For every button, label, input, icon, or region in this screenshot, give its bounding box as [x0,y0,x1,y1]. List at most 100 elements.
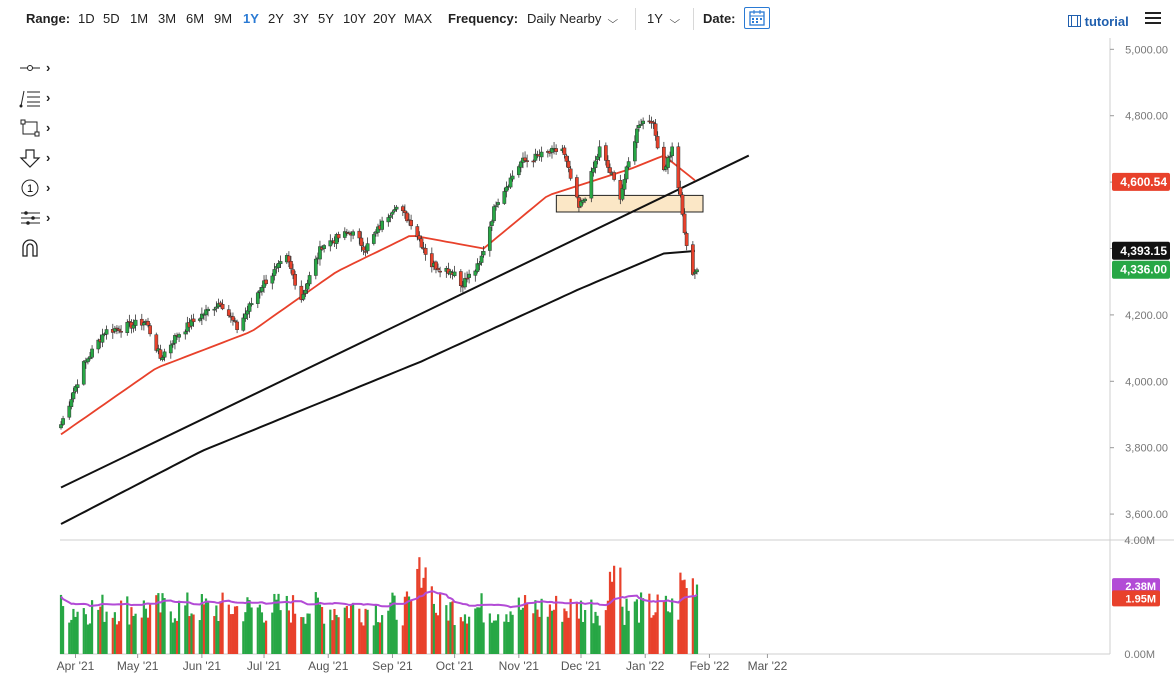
candle-body [270,275,275,284]
volume-bar [161,593,164,654]
volume-bar [434,612,438,654]
candle-body [131,324,136,329]
volume-bar [391,592,394,654]
range-button-20y[interactable]: 20Y [373,11,397,26]
date-picker-button[interactable] [744,7,770,29]
candle-body [693,271,697,274]
fib-tool[interactable]: › [14,86,58,116]
candle-body [104,329,109,335]
price-label-badge [1112,172,1170,191]
candle-body [496,202,500,205]
candle-body [276,263,281,268]
frequency-label: Frequency: [448,11,519,26]
range-button-2y[interactable]: 2Y [268,11,284,26]
candle-body [247,303,252,312]
volume-bar [596,615,599,654]
candle-body [278,261,283,264]
volume-bar [403,596,406,654]
range-button-max[interactable]: MAX [404,11,433,26]
trend-line[interactable] [60,154,750,489]
candle-body [390,211,395,215]
candle-body [579,201,583,207]
tutorial-link[interactable]: tutorial [1068,14,1129,29]
candle-body [481,251,486,256]
time-tick-label: Oct '21 [436,659,474,673]
candle-body [96,339,101,350]
range-button-10y[interactable]: 10Y [343,11,367,26]
rectangle-tool[interactable]: › [14,116,58,146]
range-button-1y[interactable]: 1Y [243,11,259,26]
frequency-select[interactable]: Daily Nearby ⌵ [527,11,619,29]
range-button-3m[interactable]: 3M [158,11,177,26]
range-button-9m[interactable]: 9M [214,11,233,26]
volume-bar [642,598,645,654]
volume-tick-label: 4.00M [1124,535,1155,547]
candle-body [633,141,637,162]
candle-body [160,357,165,360]
number-tool[interactable]: 1 › [14,176,58,206]
candle-body [479,255,484,263]
period-select[interactable]: 1Y ⌵ [647,11,680,29]
divider [635,8,636,30]
candle-body [581,200,585,203]
volume-bar [306,613,309,654]
line-tool[interactable]: › [14,56,58,86]
volume-bar [581,621,585,654]
range-button-6m[interactable]: 6M [186,11,205,26]
line-tool-icon [20,65,40,71]
volume-bar [451,601,454,654]
number-tool-icon: 1 [21,179,39,197]
volume-bar [188,616,191,654]
volume-bar [105,611,108,654]
pitchfork-tool[interactable]: › [14,206,58,236]
volume-bar [637,622,641,654]
volume-bar [604,610,607,654]
range-button-3y[interactable]: 3Y [293,11,309,26]
candle-body [67,405,72,418]
candle-body [371,234,376,244]
volume-bar [103,621,106,654]
volume-bar [389,602,392,654]
arrow-tool[interactable]: › [14,146,58,176]
volume-bar [115,624,119,654]
candle-body [293,274,297,286]
chevron-right-icon: › [46,180,51,195]
range-button-1d[interactable]: 1D [78,11,95,26]
volume-bar [671,598,674,654]
time-tick-label: Jun '21 [183,659,222,673]
candle-body [287,255,291,263]
candle-body [463,278,467,288]
volume-bar [314,592,317,654]
volume-bar [662,601,665,654]
price-label-badge [1112,241,1170,260]
chevron-right-icon: › [46,90,51,105]
candle-body [191,318,196,323]
volume-bar [352,602,355,654]
range-button-1m[interactable]: 1M [130,11,149,26]
volume-average-line [60,590,698,609]
candle-body [682,213,687,234]
price-chart[interactable]: 5,000.004,800.004,600.004,400.004,200.00… [0,38,1174,695]
candle-body [61,418,65,425]
frequency-value: Daily Nearby [527,11,602,26]
volume-bar [497,614,500,654]
volume-bar [424,567,427,654]
volume-bar [478,607,481,654]
candle-body [409,219,413,227]
volume-bar [569,598,572,654]
candle-body [429,253,434,268]
menu-icon[interactable] [1145,10,1161,26]
candle-body [691,244,695,275]
price-tick-label: 3,600.00 [1125,509,1168,521]
candle-body [417,235,422,240]
range-button-5d[interactable]: 5D [103,11,120,26]
candle-body [653,123,658,136]
candle-body [593,160,598,168]
range-button-5y[interactable]: 5Y [318,11,334,26]
volume-bar [132,615,135,654]
chevron-down-icon: ⌵ [607,15,619,26]
volume-bar [337,617,340,654]
volume-bar [610,581,614,654]
volume-bar [613,565,616,654]
magnet-tool[interactable] [14,236,58,266]
